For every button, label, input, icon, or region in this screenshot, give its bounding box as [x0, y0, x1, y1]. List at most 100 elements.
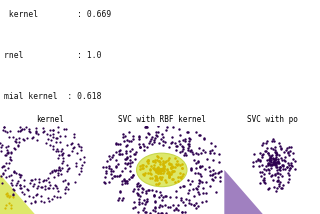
Point	[188, 166, 193, 169]
Point	[272, 158, 277, 161]
Point	[17, 173, 22, 176]
Point	[170, 169, 175, 173]
Point	[186, 143, 191, 146]
Point	[153, 199, 158, 203]
Point	[159, 205, 164, 208]
Point	[117, 152, 123, 156]
Point	[262, 167, 267, 170]
Point	[188, 167, 194, 171]
Point	[55, 147, 60, 151]
Point	[125, 143, 130, 147]
Point	[270, 162, 275, 165]
Point	[140, 142, 145, 146]
Point	[57, 165, 62, 169]
Point	[159, 168, 164, 172]
Point	[203, 150, 208, 154]
Point	[171, 208, 176, 211]
Point	[176, 127, 181, 130]
Point	[271, 160, 276, 163]
Point	[268, 156, 274, 160]
Point	[146, 131, 151, 134]
Text: SVC with po: SVC with po	[247, 115, 298, 124]
Point	[153, 209, 158, 213]
Point	[159, 212, 164, 214]
Point	[5, 150, 10, 154]
Point	[194, 166, 199, 169]
Point	[251, 152, 256, 156]
Point	[195, 204, 200, 208]
Point	[212, 175, 217, 178]
Point	[11, 146, 16, 150]
Point	[201, 186, 206, 190]
Point	[53, 149, 59, 153]
Point	[108, 167, 114, 170]
Point	[271, 161, 276, 165]
Point	[281, 151, 286, 154]
Point	[130, 148, 135, 151]
Point	[117, 142, 122, 146]
Point	[39, 186, 44, 189]
Point	[196, 178, 201, 181]
Point	[53, 136, 59, 140]
Point	[157, 203, 163, 207]
Point	[119, 183, 124, 186]
Point	[172, 141, 177, 144]
Point	[128, 169, 133, 173]
Point	[171, 165, 176, 168]
Point	[255, 158, 260, 161]
Point	[200, 148, 205, 152]
Point	[273, 163, 278, 167]
Point	[263, 168, 268, 172]
Point	[156, 171, 161, 175]
Point	[274, 153, 279, 157]
Point	[153, 159, 158, 162]
Point	[277, 165, 283, 168]
Point	[185, 148, 190, 152]
Point	[270, 162, 276, 166]
Point	[128, 164, 133, 167]
Point	[160, 166, 165, 169]
Point	[143, 189, 148, 193]
Point	[55, 125, 60, 128]
Point	[6, 152, 11, 155]
Point	[130, 173, 135, 177]
Point	[273, 151, 278, 154]
Text: kernel        : 0.669: kernel : 0.669	[4, 10, 111, 19]
Polygon shape	[0, 174, 35, 214]
Point	[268, 158, 273, 161]
Point	[153, 205, 158, 208]
Point	[269, 154, 274, 158]
Point	[151, 140, 156, 144]
Point	[114, 159, 119, 162]
Point	[168, 166, 173, 169]
Point	[174, 159, 180, 162]
Point	[160, 171, 165, 175]
Point	[124, 144, 129, 147]
Point	[166, 145, 172, 148]
Point	[265, 162, 270, 165]
Point	[40, 126, 45, 130]
Point	[164, 211, 169, 214]
Point	[272, 145, 277, 148]
Point	[141, 148, 147, 152]
Point	[179, 199, 184, 202]
Point	[182, 151, 188, 155]
Point	[32, 199, 37, 202]
Point	[165, 159, 170, 162]
Point	[153, 174, 158, 178]
Point	[135, 193, 140, 197]
Point	[159, 168, 164, 172]
Point	[115, 174, 120, 177]
Point	[124, 156, 129, 159]
Point	[8, 158, 13, 161]
Point	[117, 175, 122, 178]
Point	[279, 158, 284, 161]
Point	[193, 186, 198, 190]
Point	[159, 167, 164, 171]
Point	[0, 174, 4, 177]
Point	[136, 137, 141, 141]
Point	[188, 202, 193, 205]
Point	[155, 131, 160, 134]
Point	[12, 147, 17, 150]
Point	[217, 153, 222, 156]
